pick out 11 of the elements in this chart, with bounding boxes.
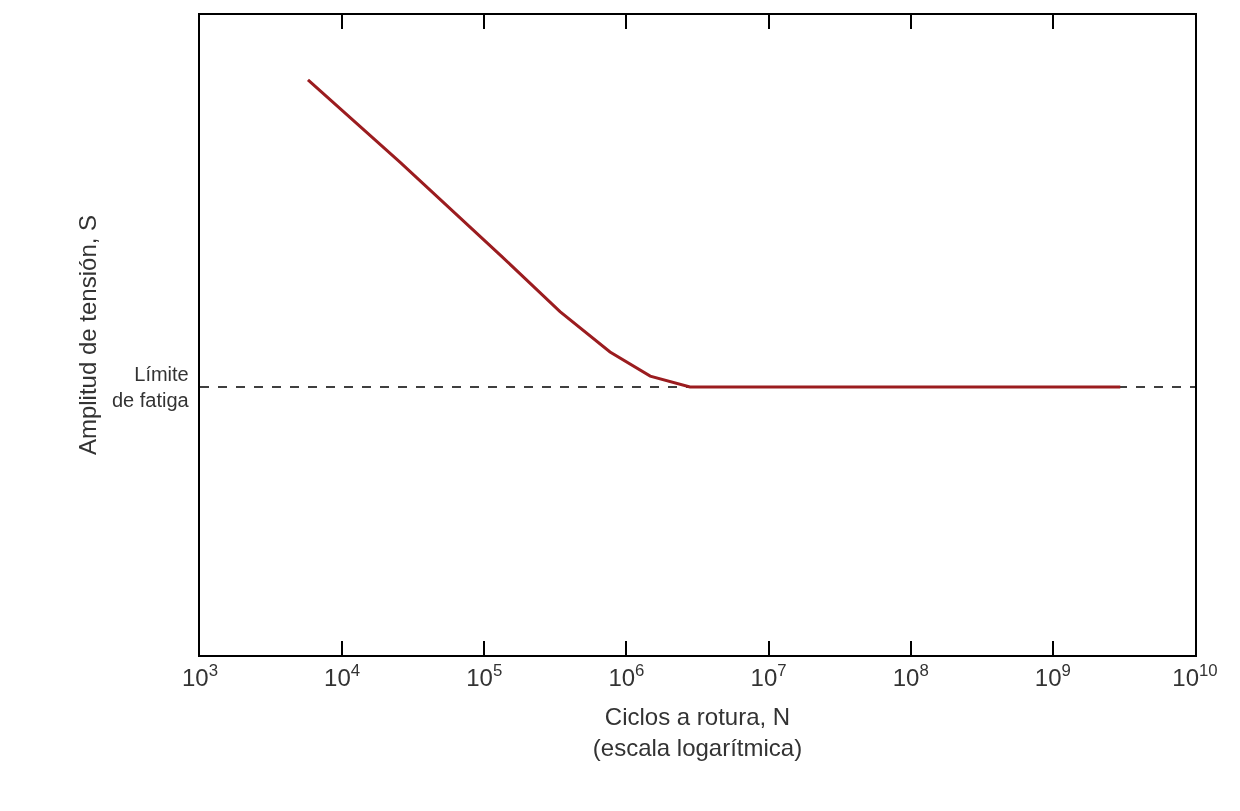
x-tick-label: 10$^{7}$ bbox=[750, 660, 787, 691]
y-axis-title: Amplitud de tensión, S bbox=[73, 214, 101, 456]
x-tick-label: 10$^{4}$ bbox=[324, 660, 361, 691]
x-tick-label: 10$^{6}$ bbox=[608, 660, 645, 691]
x-tick-label: 10$^{9}$ bbox=[1034, 660, 1071, 691]
x-tick-label: 10$^{5}$ bbox=[466, 660, 503, 691]
x-tick-label: 10$^{8}$ bbox=[892, 660, 929, 691]
x-axis-title: Ciclos a rotura, N (escala logarítmica) bbox=[592, 702, 803, 761]
ref-line-label: Límite de fatiga bbox=[112, 363, 190, 411]
x-tick-label: 10$^{10}$ bbox=[1172, 660, 1218, 691]
x-tick-label: 10$^{3}$ bbox=[181, 660, 219, 691]
